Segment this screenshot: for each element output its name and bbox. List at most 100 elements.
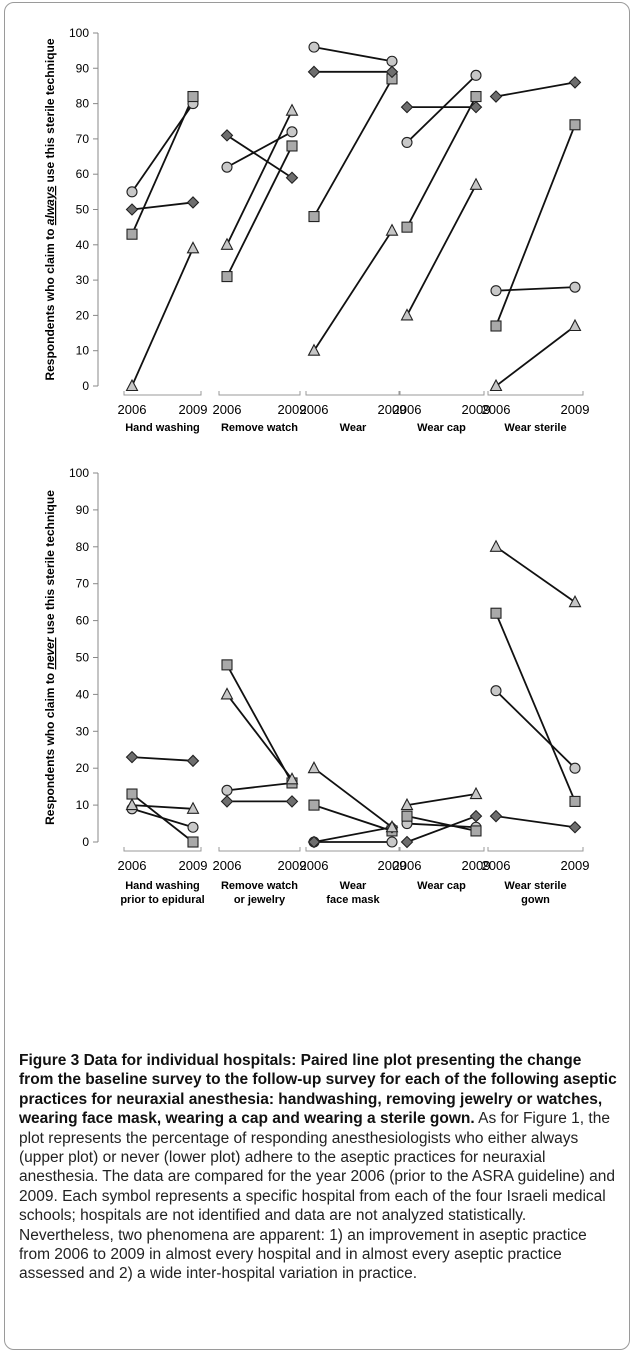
group-wear-cap: 2006 2009 Wear cap [393, 786, 490, 892]
point-triangle [400, 797, 414, 811]
panel-never: 0 10 20 30 40 50 60 70 80 90 100 Respondents who cl… [43, 466, 589, 906]
point-triangle [285, 103, 299, 116]
series-line-triangle [131, 804, 194, 810]
series-line-diamond [131, 756, 194, 762]
series-line-diamond [226, 134, 293, 179]
point-diamond [220, 795, 234, 808]
x-tick-label: 2009 [378, 858, 407, 873]
point-triangle [125, 797, 139, 811]
series-line-circle [495, 286, 576, 292]
group-hand-washing-prior-to-epidural: 2006 2009 Hand washing prior to epidural [118, 750, 208, 906]
point-diamond [285, 795, 299, 808]
point-square [126, 228, 138, 240]
x-tick-label: 2009 [179, 858, 208, 873]
point-triangle [186, 241, 200, 254]
group-bracket [123, 847, 202, 852]
group-wear: 2006 2009 Wear [300, 41, 406, 434]
point-diamond [385, 65, 399, 79]
point-triangle [125, 378, 139, 392]
point-square [187, 90, 199, 103]
x-tick-label: 2006 [300, 858, 329, 873]
y-axis-label: Respondents who claim to always use this… [43, 38, 57, 380]
group-wear-sterile-gown: 2006 2009 Wear sterile gown [482, 539, 590, 906]
group-label: Hand washing [125, 880, 200, 892]
figure-frame: 0 10 20 30 40 50 60 70 80 90 100 Respondents who cl… [4, 2, 630, 1350]
x-tick-label: 2006 [300, 402, 329, 417]
series-line-triangle [226, 110, 293, 246]
point-circle [308, 41, 320, 53]
point-circle [490, 685, 502, 697]
point-diamond [568, 76, 582, 89]
point-triangle [489, 539, 503, 552]
group-bracket [123, 391, 202, 396]
group-bracket [218, 847, 301, 852]
point-square [490, 320, 502, 332]
point-diamond [125, 203, 139, 216]
point-triangle [469, 786, 483, 800]
y-tick-label: 40 [76, 238, 90, 252]
point-diamond [400, 100, 414, 114]
x-tick-label: 2006 [213, 402, 242, 417]
x-tick-label: 2006 [393, 858, 422, 873]
point-diamond [469, 809, 483, 823]
point-circle [286, 126, 298, 138]
series-line-diamond [131, 201, 194, 211]
x-tick-label: 2009 [179, 402, 208, 417]
group-label: Hand washing [125, 422, 200, 434]
series-line-square [313, 804, 393, 832]
group-label: prior to epidural [120, 894, 204, 906]
point-triangle [489, 378, 503, 392]
series-line-square [495, 124, 576, 327]
point-circle [221, 161, 233, 173]
series-line-triangle [131, 247, 194, 387]
y-tick-label: 60 [76, 614, 90, 628]
caption-title: Figure 3 Data for individual hospitals: … [19, 1052, 617, 1128]
point-diamond [307, 835, 321, 849]
point-diamond [285, 171, 299, 185]
point-triangle [307, 343, 321, 356]
point-triangle [186, 801, 200, 814]
group-wear-face-mask: 2006 2009 Wear face mask [300, 761, 407, 906]
point-diamond [568, 820, 582, 834]
point-triangle [307, 761, 321, 774]
point-square [308, 799, 320, 811]
group-label: Wear [340, 880, 367, 892]
y-tick-label: 30 [76, 273, 90, 287]
point-circle [470, 69, 482, 81]
group-label: Remove watch [221, 422, 298, 434]
group-bracket [487, 391, 584, 396]
series-line-square [226, 664, 293, 784]
x-tick-label: 2009 [278, 402, 307, 417]
x-tick-label: 2006 [393, 402, 422, 417]
y-axis-label: Respondents who claim to never use this … [43, 490, 57, 825]
group-label: or jewelry [234, 894, 286, 906]
y-tick-label: 70 [76, 577, 90, 591]
point-triangle [385, 223, 399, 236]
series-line-circle [406, 822, 477, 829]
point-diamond [469, 100, 483, 114]
x-tick-label: 2009 [561, 402, 590, 417]
point-triangle [220, 687, 234, 700]
group-wear-sterile: 2006 2009 Wear sterile [482, 76, 590, 434]
series-line-circle [226, 131, 293, 168]
series-line-triangle [495, 325, 576, 387]
x-tick-label: 2009 [561, 858, 590, 873]
group-label: Wear sterile [504, 880, 566, 892]
point-triangle [469, 177, 483, 190]
point-circle [569, 281, 581, 293]
point-triangle [568, 318, 582, 332]
point-circle [401, 136, 413, 148]
series-line-circle [406, 74, 477, 144]
series-line-diamond [406, 815, 477, 843]
x-tick-label: 2006 [118, 858, 147, 873]
point-square [221, 271, 233, 283]
series-line-triangle [313, 230, 393, 352]
point-circle [221, 784, 233, 796]
group-label: Wear [340, 422, 367, 434]
y-tick-label: 60 [76, 167, 90, 181]
y-tick-label: 90 [76, 503, 90, 517]
series-line-diamond [495, 81, 576, 98]
point-square [126, 788, 138, 800]
x-tick-label: 2009 [278, 858, 307, 873]
series-line-circle [226, 782, 293, 792]
